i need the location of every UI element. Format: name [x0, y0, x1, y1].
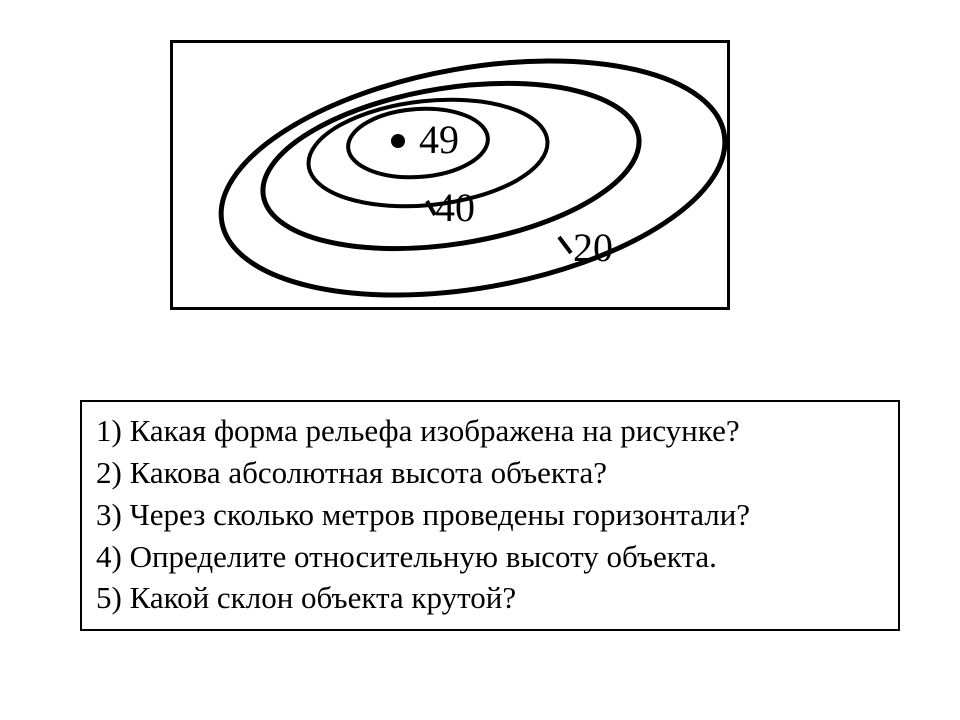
- question-1: 1) Какая форма рельефа изображена на рис…: [96, 410, 884, 452]
- contour-outer: [203, 43, 727, 307]
- peak-label: 49: [419, 117, 459, 162]
- page: 49 40 20 1) Какая форма рельефа изображе…: [0, 0, 960, 720]
- question-4: 4) Определите относительную высоту объек…: [96, 536, 884, 578]
- tick-20: [559, 237, 571, 253]
- contour-diagram: 49 40 20: [173, 43, 727, 307]
- peak-point-icon: [391, 134, 405, 148]
- contour-40-label: 40: [435, 185, 475, 230]
- contour-inner: [346, 104, 490, 182]
- diagram-frame: 49 40 20: [170, 40, 730, 310]
- question-5: 5) Какой склон объекта крутой?: [96, 577, 884, 619]
- contour-20-label: 20: [573, 225, 613, 270]
- questions-frame: 1) Какая форма рельефа изображена на рис…: [80, 400, 900, 631]
- question-3: 3) Через сколько метров проведены горизо…: [96, 494, 884, 536]
- question-2: 2) Какова абсолютная высота объекта?: [96, 452, 884, 494]
